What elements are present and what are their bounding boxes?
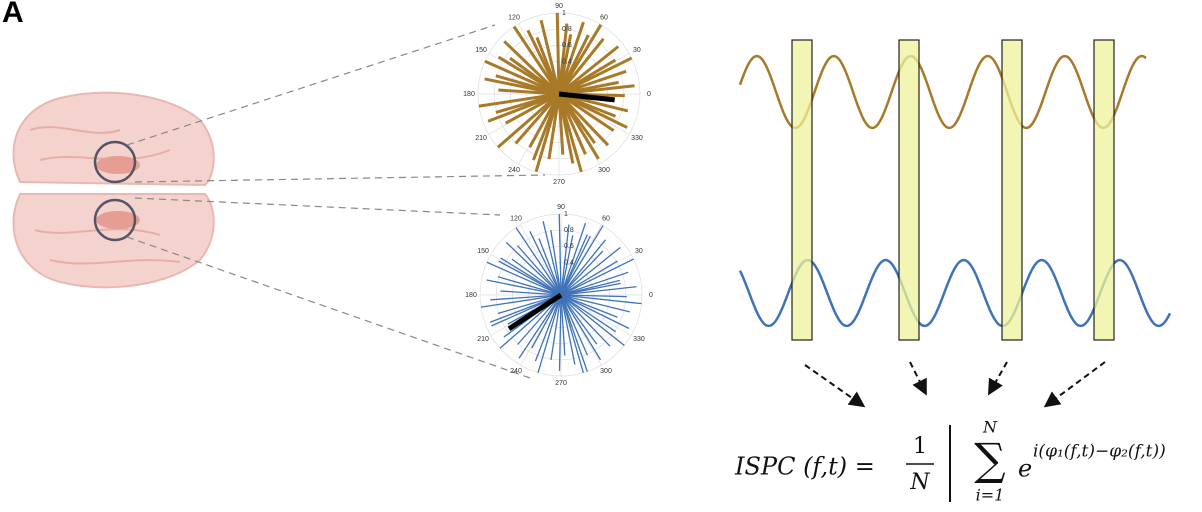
radius-label: 0.4 <box>562 58 572 65</box>
window <box>792 40 812 340</box>
radius-label: 0.8 <box>562 26 572 33</box>
angle-label: 0 <box>647 91 651 98</box>
angle-label: 120 <box>508 15 520 22</box>
angle-label: 30 <box>633 47 641 54</box>
panel-label: A <box>2 0 24 29</box>
angle-label: 60 <box>602 216 610 223</box>
connector <box>127 237 530 378</box>
formula: ISPC (f,t) = 1 N N ∑ i=1 e i(φ₁(f,t)−φ₂(… <box>734 418 1166 505</box>
window <box>1094 40 1114 340</box>
angle-label: 300 <box>600 368 612 375</box>
radius-label: 1 <box>562 10 566 17</box>
window <box>1002 40 1022 340</box>
page: {"panel_label": "A", "polar_top": {"angl… <box>0 0 1202 508</box>
angle-label: 180 <box>465 292 477 299</box>
sum-sign: ∑ <box>974 435 1005 486</box>
arrow <box>1047 362 1105 405</box>
brain <box>13 93 213 288</box>
arrow <box>805 365 862 405</box>
formula-denominator: N <box>909 470 930 495</box>
angle-label: 90 <box>555 3 563 10</box>
radius-label: 0.4 <box>564 259 574 266</box>
window <box>899 40 919 340</box>
angle-label: 120 <box>510 216 522 223</box>
polar-plot: 0 30 60 90 120 150 180 210 240 270 300 330 0.4 0.6 0.8… <box>465 204 653 387</box>
exp-base: e <box>1018 455 1032 483</box>
angle-label: 210 <box>477 336 489 343</box>
phase-vector <box>499 261 561 295</box>
angle-label: 150 <box>477 248 489 255</box>
phase-vector <box>557 13 559 94</box>
angle-label: 60 <box>600 15 608 22</box>
sum-lower: i=1 <box>976 486 1005 505</box>
exponent: i(φ₁(f,t)−φ₂(f,t)) <box>1033 442 1166 462</box>
angle-label: 300 <box>598 167 610 174</box>
arrows <box>805 362 1105 405</box>
angle-label: 270 <box>555 380 567 387</box>
angle-label: 330 <box>631 135 643 142</box>
radius-label: 1 <box>564 211 568 218</box>
angle-label: 150 <box>475 47 487 54</box>
radius-label: 0.8 <box>564 227 574 234</box>
radius-label: 0.6 <box>562 42 572 49</box>
connector <box>127 25 495 145</box>
time-windows <box>792 40 1114 340</box>
angle-label: 180 <box>463 91 475 98</box>
angle-label: 210 <box>475 135 487 142</box>
angle-label: 330 <box>633 336 645 343</box>
angle-label: 0 <box>649 292 653 299</box>
angle-label: 240 <box>510 368 522 375</box>
radius-label: 0.6 <box>564 243 574 250</box>
arrow <box>990 362 1007 392</box>
angle-label: 30 <box>635 248 643 255</box>
angle-label: 240 <box>508 167 520 174</box>
arrow <box>910 362 925 392</box>
formula-numerator: 1 <box>913 434 927 459</box>
polar-plot: 0 30 60 90 120 150 180 210 240 270 300 330 0.4 0.6 0.8… <box>463 3 651 186</box>
angle-label: 90 <box>557 204 565 211</box>
angle-label: 270 <box>553 179 565 186</box>
figure: A ISPC (f,t) = 1 N N ∑ i=1 <box>0 0 1202 508</box>
formula-lhs: ISPC (f,t) = <box>734 453 875 481</box>
